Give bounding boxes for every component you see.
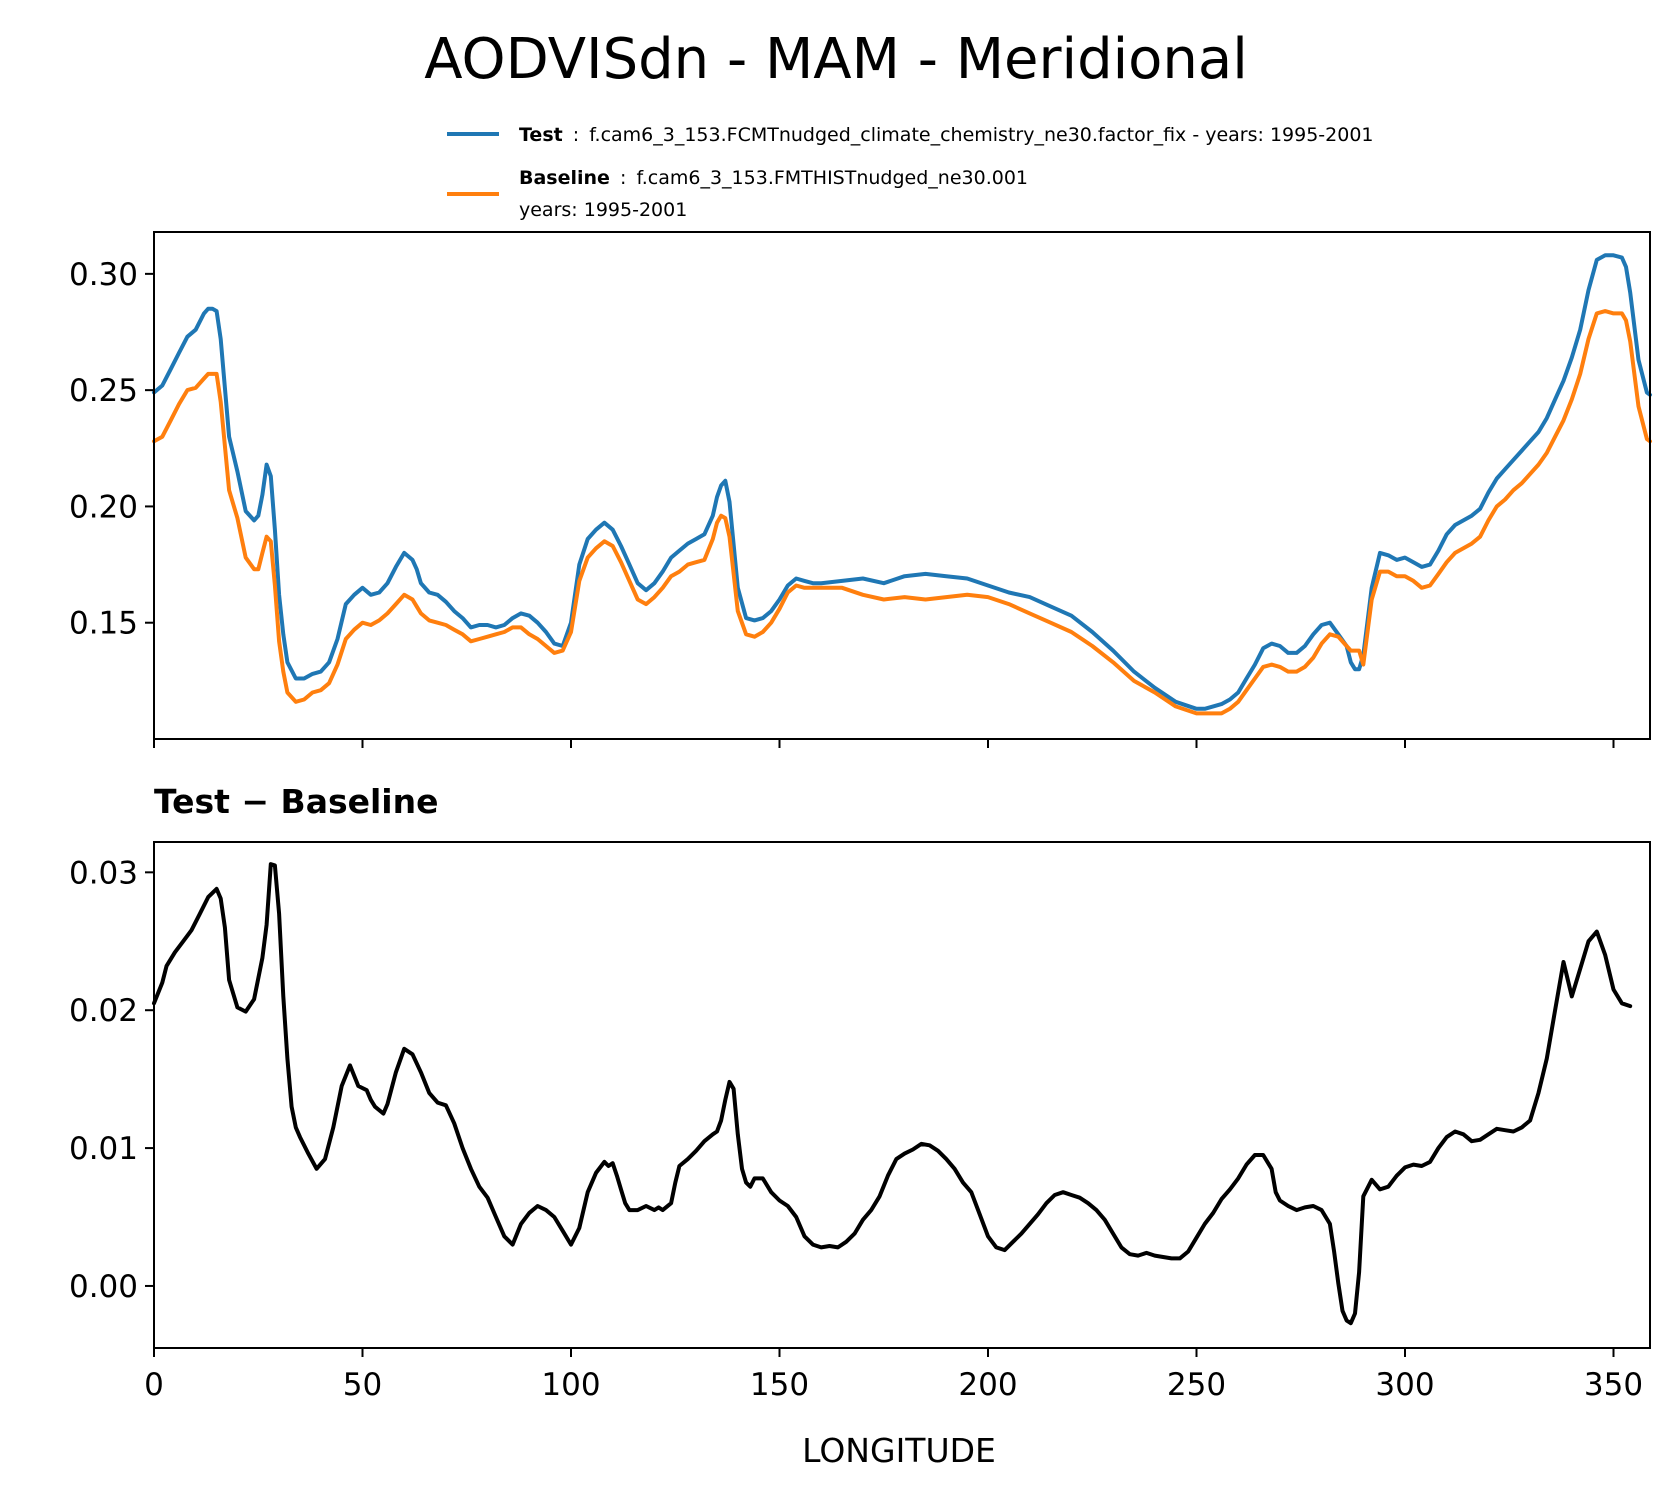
panel-top: 0.15 0.20 0.25 0.30 [69, 231, 1652, 748]
x-tick-label: 250 [1167, 1367, 1226, 1403]
series-line-bottom-test-baseline [152, 862, 1633, 1326]
series-line-top-test [152, 253, 1652, 711]
legend-entry-baseline: Baseline : f.cam6_3_153.FMTHISTnudged_ne… [519, 167, 1028, 189]
x-tick-label: 150 [750, 1367, 809, 1403]
x-tick-label: 200 [958, 1367, 1017, 1403]
legend: Test : f.cam6_3_153.FCMTnudged_climate_c… [447, 124, 1374, 221]
legend-name-test: Test [519, 124, 563, 146]
y-tick-label-top: 0.25 [69, 373, 138, 409]
y-tick-label-bottom: 0.01 [69, 1131, 138, 1167]
legend-entry-test: Test : f.cam6_3_153.FCMTnudged_climate_c… [519, 124, 1374, 146]
x-tick-label: 0 [144, 1367, 164, 1403]
plot-panels: 0.15 0.20 0.25 0.30 0.00 0.01 0.02 0.03 0 50 100 15… [69, 231, 1652, 1403]
y-tick-label-top: 0.15 [69, 606, 138, 642]
x-tick-label: 350 [1584, 1367, 1643, 1403]
plot-frame-bottom [153, 841, 1651, 1349]
chart-title: AODVISdn - MAM - Meridional [424, 27, 1248, 92]
x-axis-label: LONGITUDE [802, 1431, 996, 1470]
legend-name-baseline: Baseline [519, 167, 610, 189]
panel-bottom: 0.00 0.01 0.02 0.03 0 50 100 150 200 250 300 350 [69, 841, 1651, 1403]
y-tick-label-bottom: 0.00 [69, 1269, 138, 1305]
x-tick-label: 50 [343, 1367, 382, 1403]
x-tick-label: 100 [541, 1367, 600, 1403]
y-tick-label-top: 0.30 [69, 257, 138, 293]
plot-frame-top [153, 231, 1651, 740]
series-line-top-baseline [152, 309, 1652, 716]
legend-desc-test: f.cam6_3_153.FCMTnudged_climate_chemistr… [589, 124, 1373, 146]
legend-desc-baseline: f.cam6_3_153.FMTHISTnudged_ne30.001 [636, 167, 1028, 189]
x-tick-label: 300 [1375, 1367, 1434, 1403]
difference-panel-title: Test − Baseline [154, 782, 439, 821]
legend-desc-baseline-line2: years: 1995-2001 [519, 199, 687, 221]
y-tick-label-bottom: 0.03 [69, 855, 138, 891]
legend-sep-baseline: : [620, 167, 626, 189]
y-tick-label-top: 0.20 [69, 489, 138, 525]
legend-sep-test: : [573, 124, 579, 146]
y-tick-label-bottom: 0.02 [69, 993, 138, 1029]
